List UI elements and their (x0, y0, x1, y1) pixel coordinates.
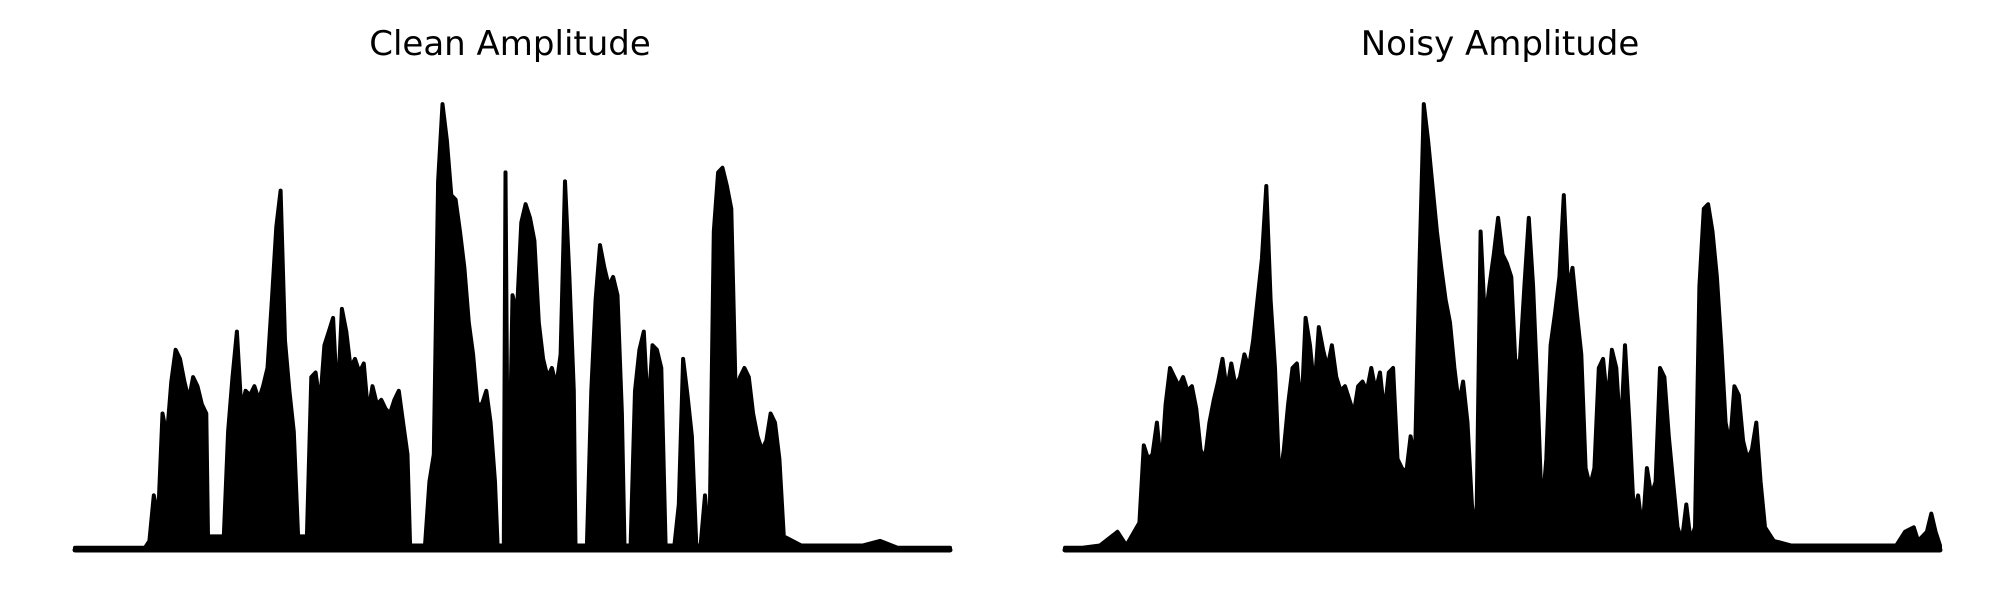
clean-amplitude-title: Clean Amplitude (369, 24, 651, 64)
noisy-amplitude-panel: Noisy Amplitude (1000, 0, 2000, 600)
clean-amplitude-panel: Clean Amplitude (72, 24, 953, 553)
clean-amplitude-plot (72, 102, 953, 553)
noisy-amplitude-plot (1062, 102, 1943, 553)
noisy-amplitude-title: Noisy Amplitude (1360, 24, 1640, 64)
noisy-amplitude-waveform-area (1063, 102, 1942, 552)
clean-amplitude-waveform-area (73, 102, 952, 552)
